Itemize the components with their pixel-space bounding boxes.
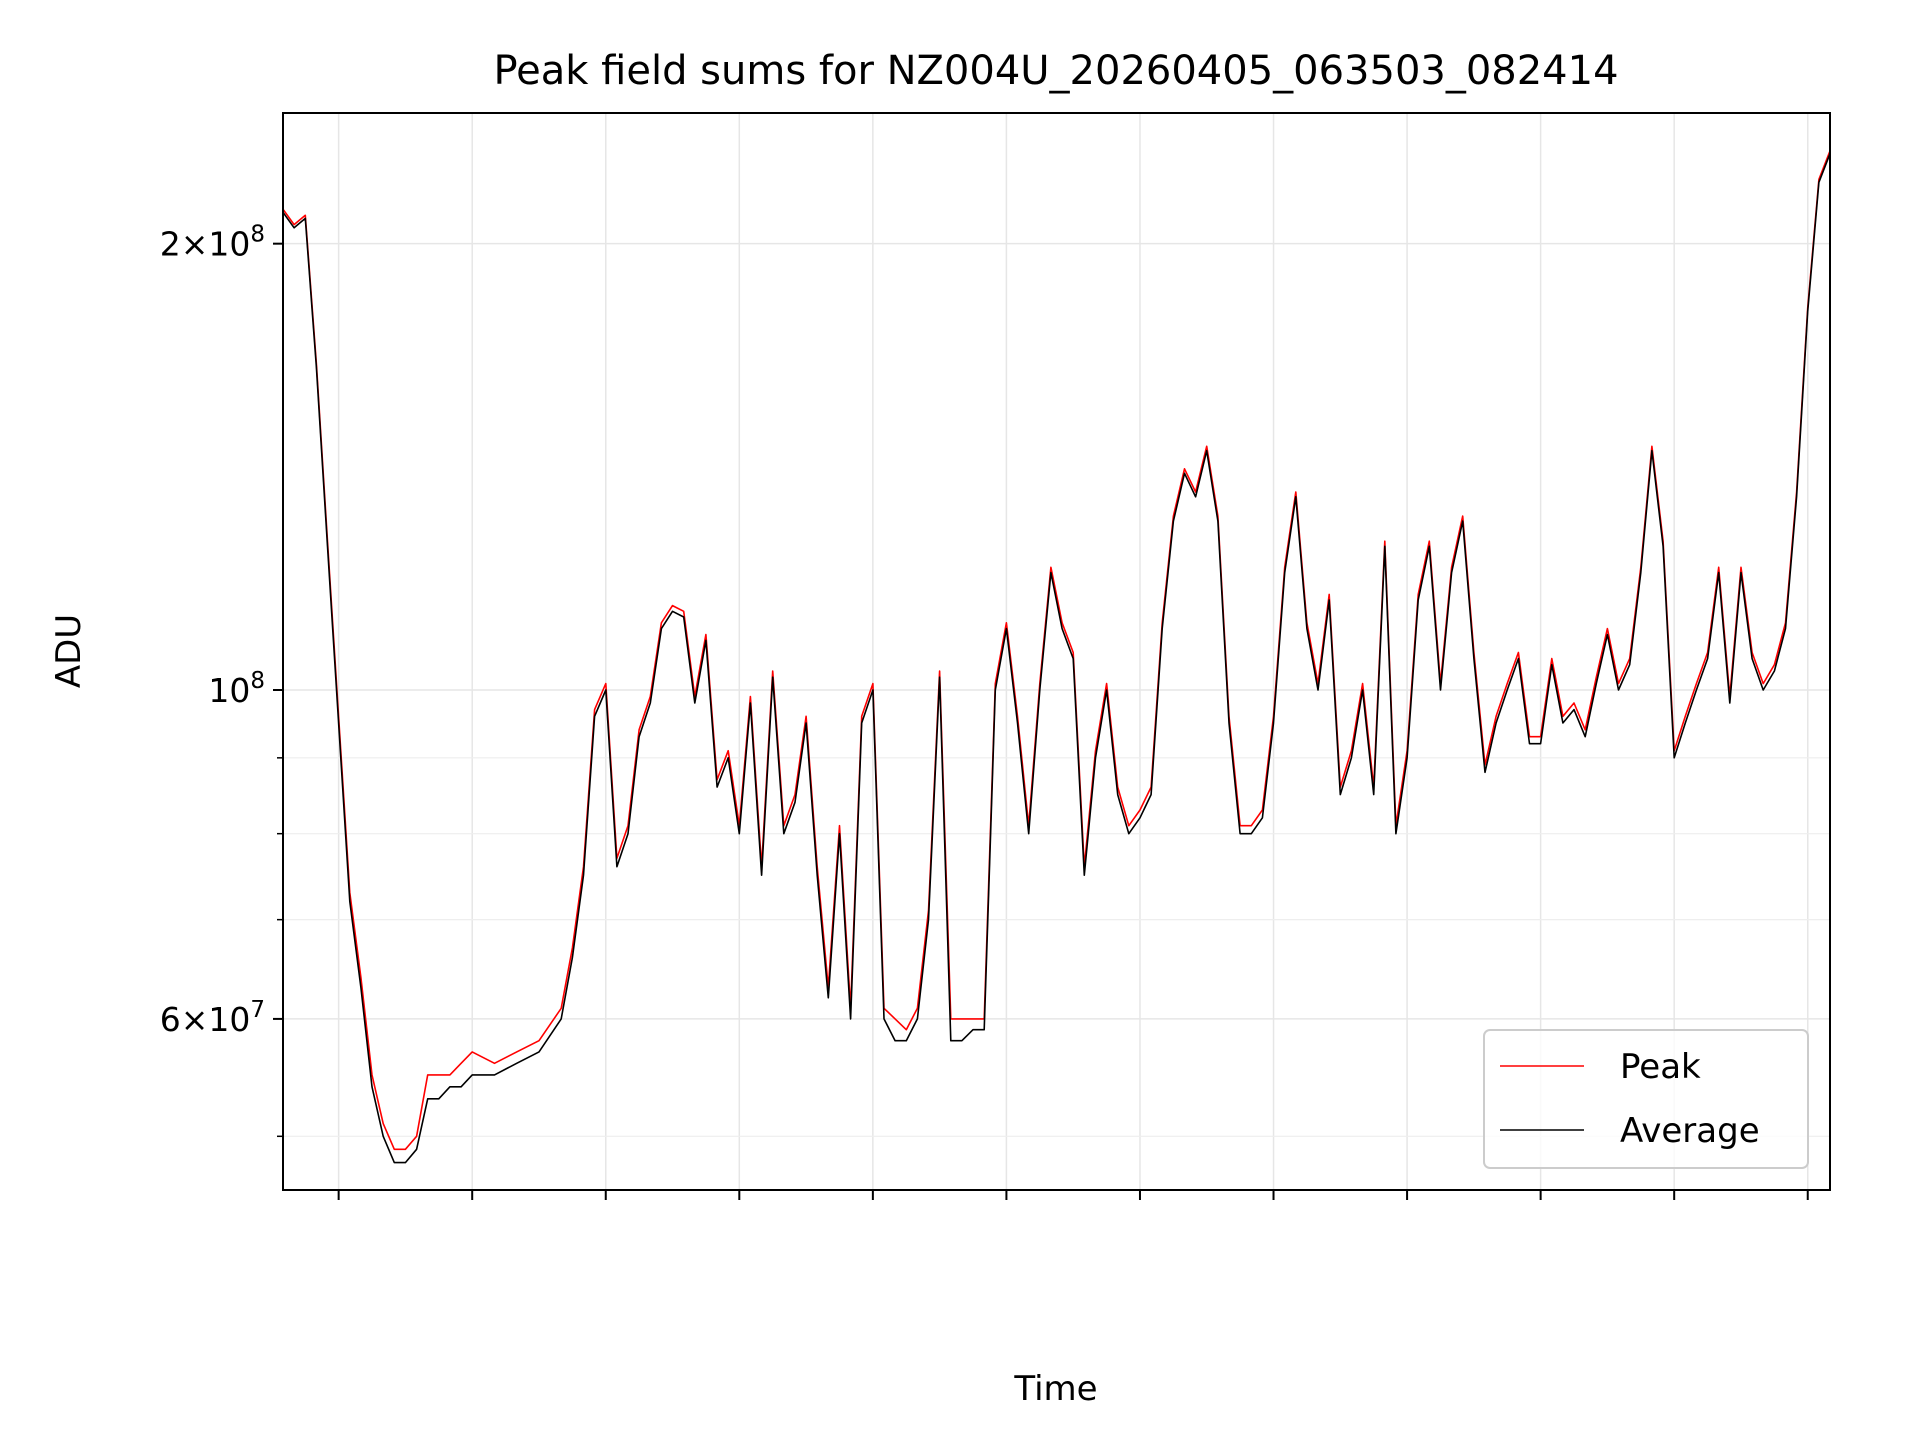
y-axis-label: ADU <box>49 614 89 688</box>
y-tick-exponent: 8 <box>250 668 265 694</box>
y-tick-base: 10 <box>208 1000 250 1039</box>
chart-title: Peak field sums for NZ004U_20260405_0635… <box>493 48 1618 94</box>
y-tick-base: 10 <box>208 671 250 710</box>
legend: Peak Average <box>1483 1029 1809 1169</box>
y-tick-base: 10 <box>208 225 250 264</box>
x-axis <box>337 1190 1809 1200</box>
x-axis-label: Time <box>1013 1369 1097 1409</box>
y-tick-mantissa: 6× <box>160 1000 209 1039</box>
legend-label-peak: Peak <box>1620 1047 1701 1087</box>
series-line-average <box>282 153 1831 1164</box>
y-tick-exponent: 8 <box>250 222 265 248</box>
grid <box>283 113 1830 1190</box>
y-tick-label: 6×107 <box>160 997 265 1039</box>
y-tick-exponent: 7 <box>250 997 265 1023</box>
plot-frame <box>282 112 1831 1191</box>
y-tick-label: 108 <box>208 668 265 710</box>
legend-label-average: Average <box>1620 1111 1760 1151</box>
legend-box <box>1483 1029 1809 1169</box>
y-tick-mantissa: 2× <box>160 225 209 264</box>
y-tick-label: 2×108 <box>160 222 265 264</box>
series-layer <box>282 150 1831 1164</box>
